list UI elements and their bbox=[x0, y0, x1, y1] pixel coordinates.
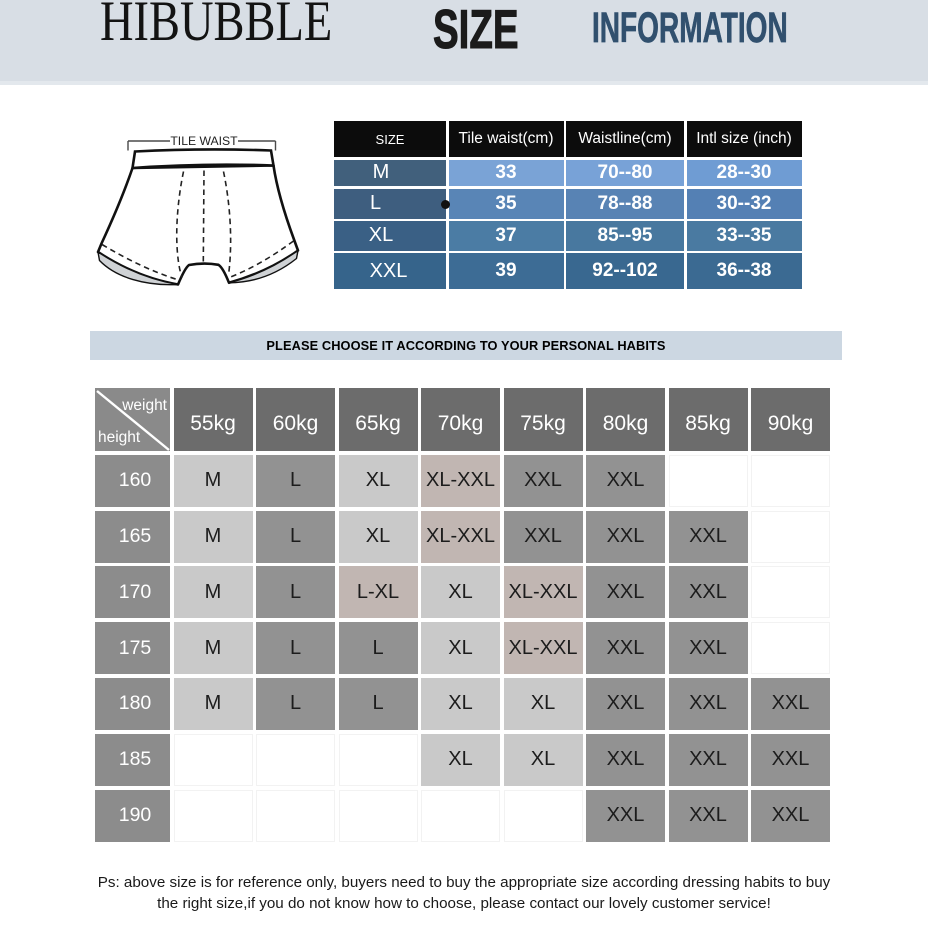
svg-text:TILE WAIST: TILE WAIST bbox=[170, 134, 238, 148]
